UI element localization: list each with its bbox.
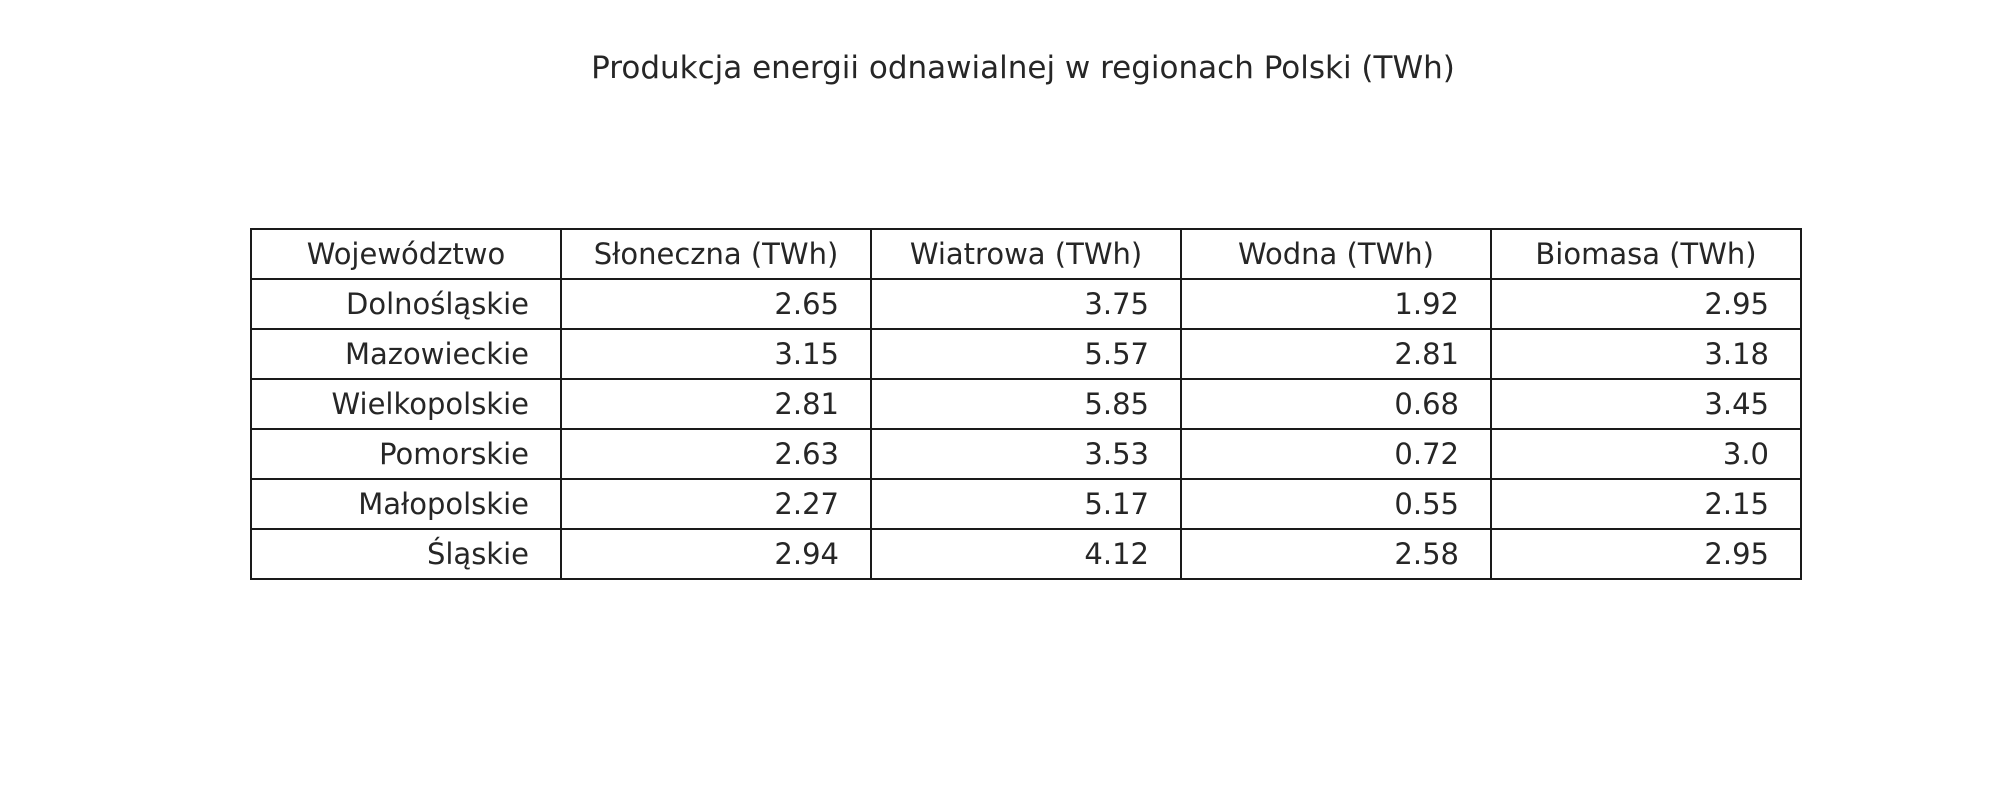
- table-row: Mazowieckie 3.15 5.57 2.81 3.18: [250, 328, 1802, 380]
- value-cell: 2.81: [560, 378, 872, 430]
- table-header-row: Województwo Słoneczna (TWh) Wiatrowa (TWh)…: [250, 228, 1802, 280]
- table-row: Pomorskie 2.63 3.53 0.72 3.0: [250, 428, 1802, 480]
- value-cell: 3.45: [1490, 378, 1802, 430]
- region-cell: Mazowieckie: [250, 328, 562, 380]
- value-cell: 2.63: [560, 428, 872, 480]
- region-cell: Pomorskie: [250, 428, 562, 480]
- table-row: Małopolskie 2.27 5.17 0.55 2.15: [250, 478, 1802, 530]
- value-cell: 2.95: [1490, 528, 1802, 580]
- column-header: Wiatrowa (TWh): [870, 228, 1182, 280]
- column-header: Słoneczna (TWh): [560, 228, 872, 280]
- value-cell: 3.18: [1490, 328, 1802, 380]
- value-cell: 0.68: [1180, 378, 1492, 430]
- table-row: Śląskie 2.94 4.12 2.58 2.95: [250, 528, 1802, 580]
- table-row: Dolnośląskie 2.65 3.75 1.92 2.95: [250, 278, 1802, 330]
- region-cell: Wielkopolskie: [250, 378, 562, 430]
- value-cell: 5.85: [870, 378, 1182, 430]
- value-cell: 0.72: [1180, 428, 1492, 480]
- value-cell: 2.27: [560, 478, 872, 530]
- value-cell: 5.57: [870, 328, 1182, 380]
- value-cell: 2.81: [1180, 328, 1492, 380]
- value-cell: 4.12: [870, 528, 1182, 580]
- column-header: Województwo: [250, 228, 562, 280]
- value-cell: 2.65: [560, 278, 872, 330]
- value-cell: 3.53: [870, 428, 1182, 480]
- value-cell: 2.94: [560, 528, 872, 580]
- data-table: Województwo Słoneczna (TWh) Wiatrowa (TWh)…: [250, 228, 1802, 580]
- table-row: Wielkopolskie 2.81 5.85 0.68 3.45: [250, 378, 1802, 430]
- table-body: Dolnośląskie 2.65 3.75 1.92 2.95 Mazowieckie 3…: [250, 278, 1802, 580]
- region-cell: Dolnośląskie: [250, 278, 562, 330]
- region-cell: Małopolskie: [250, 478, 562, 530]
- value-cell: 2.95: [1490, 278, 1802, 330]
- value-cell: 0.55: [1180, 478, 1492, 530]
- value-cell: 2.58: [1180, 528, 1492, 580]
- value-cell: 2.15: [1490, 478, 1802, 530]
- column-header: Wodna (TWh): [1180, 228, 1492, 280]
- value-cell: 5.17: [870, 478, 1182, 530]
- chart-title: Produkcja energii odnawialnej w regionac…: [591, 50, 1455, 86]
- region-cell: Śląskie: [250, 528, 562, 580]
- value-cell: 3.75: [870, 278, 1182, 330]
- value-cell: 3.15: [560, 328, 872, 380]
- value-cell: 1.92: [1180, 278, 1492, 330]
- column-header: Biomasa (TWh): [1490, 228, 1802, 280]
- value-cell: 3.0: [1490, 428, 1802, 480]
